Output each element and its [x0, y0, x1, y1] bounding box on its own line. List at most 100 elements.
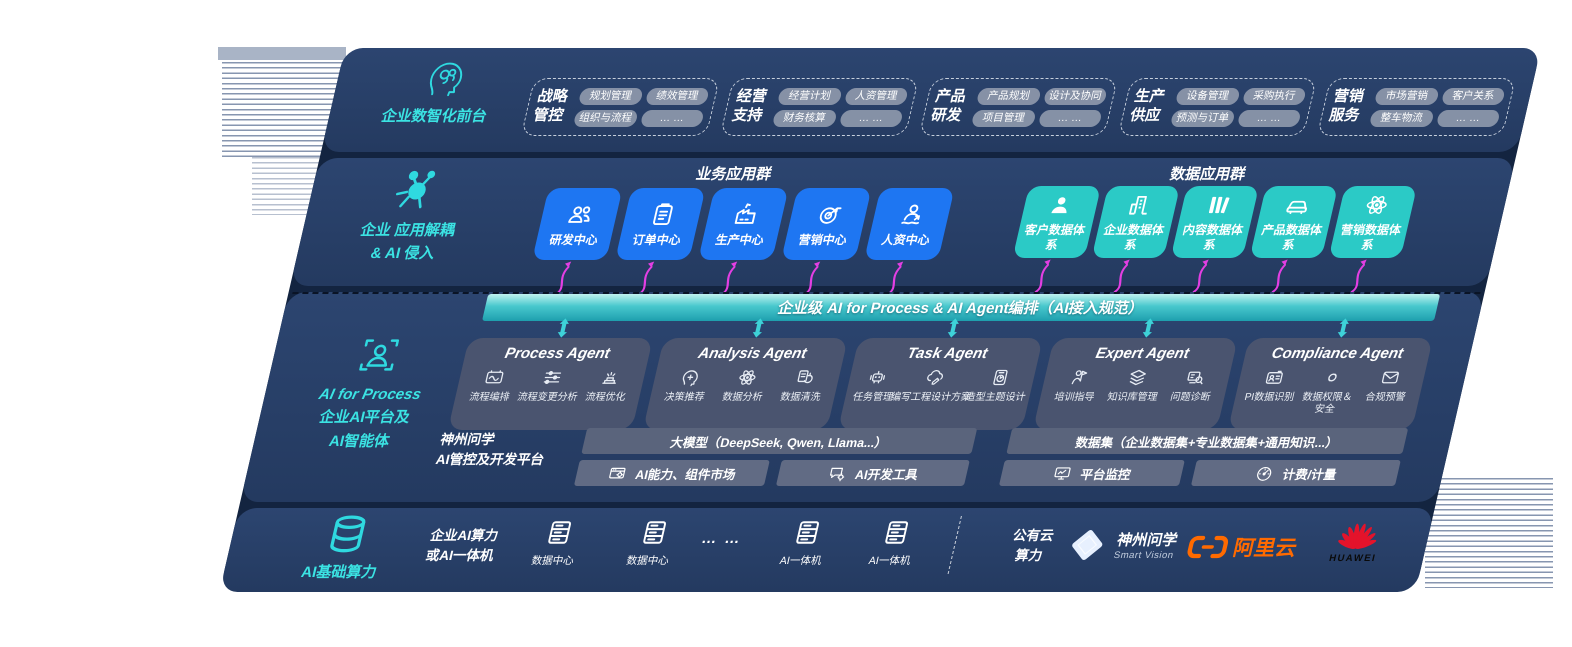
agent-item: 问题诊断 [1161, 367, 1225, 404]
data-box-label: 客户数据体系 [1023, 223, 1087, 252]
platform-label-1: 神州问学 [438, 432, 497, 447]
huawei-flower-icon [1335, 518, 1382, 550]
agent-compliance[interactable]: Compliance Agent PI数据识别 数据权限＆安全 合规预警 [1227, 338, 1434, 430]
molecule-icon [388, 166, 447, 214]
agent-title: Expert Agent [1094, 345, 1191, 362]
orchestration-bar: 企业级 AI for Process & AI Agent编排（AI接入规范） [481, 294, 1441, 321]
pill: 市场营销 [1373, 87, 1440, 105]
pill: … … [639, 109, 705, 127]
car-icon [1282, 192, 1314, 218]
agent-item: 数据清洗 [771, 367, 835, 404]
clean-icon [792, 367, 818, 388]
group-title: 营销服务 [1327, 88, 1366, 124]
app-box-rnd-center[interactable]: 研发中心 [532, 188, 623, 260]
agent-title: Analysis Agent [696, 345, 809, 362]
group-product: 产品研发 产品规划 设计及协同 项目管理 … … [918, 78, 1119, 136]
app-box-production-center[interactable]: 生产中心 [698, 188, 789, 260]
decoupling-band: 企业 应用解耦 & AI 侵入 业务应用群 数据应用群 研发中心 订单中心 生产… [290, 158, 1516, 286]
design-icon [987, 367, 1013, 388]
cell-label: 计费/计量 [1281, 467, 1338, 482]
server-icon [878, 518, 914, 547]
pill: 采购执行 [1241, 87, 1307, 105]
agent-items: PI数据识别 数据权限＆安全 合规预警 [1237, 367, 1420, 415]
agent-expert[interactable]: Expert Agent 培训指导 知识库管理 问题诊断 [1032, 338, 1239, 430]
pill: 整车物流 [1368, 109, 1435, 127]
node-label: 数据中心 [530, 555, 575, 567]
data-box-enterprise[interactable]: 企业数据体系 [1091, 186, 1181, 258]
pill: 预测与订单 [1169, 109, 1236, 127]
smartvision-logo[interactable]: 神州问学 Smart Vision [1061, 524, 1181, 566]
data-box-content[interactable]: 内容数据体系 [1170, 186, 1260, 258]
data-box-label: 企业数据体系 [1102, 223, 1166, 252]
agent-process[interactable]: Process Agent 流程编排 流程变更分析 流程优化 [447, 338, 654, 430]
server-icon [636, 518, 672, 547]
magenta-arrow-icon [1188, 258, 1216, 294]
agent-item: 流程优化 [576, 367, 640, 404]
decor-top-bar [218, 47, 346, 60]
main-panel: 企业数智化前台 战略管控 规划管理 绩效管理 组织与流程 … … 经营支持 经营… [219, 48, 1541, 592]
dataset-bar: 数据集（企业数据集+专业数据集+通用知识...） [1006, 428, 1409, 454]
group-pills: 经营计划 人资管理 财务核算 … … [771, 87, 909, 127]
node-datacenter-1: 数据中心 [516, 518, 598, 568]
group-marketing: 营销服务 市场营销 客户关系 整车物流 … … [1316, 78, 1517, 136]
app-box-label: 研发中心 [548, 232, 600, 247]
scan-person-icon [351, 332, 408, 378]
pill: 设计及协同 [1042, 87, 1108, 105]
decoupling-label-1: 企业 应用解耦 [358, 222, 457, 239]
magenta-arrow-icon [800, 260, 828, 296]
cell-billing-metering[interactable]: 计费/计量 [1190, 460, 1401, 486]
data-group-title: 数据应用群 [1168, 166, 1248, 183]
huawei-label: HUAWEI [1327, 553, 1378, 564]
pill: 绩效管理 [644, 87, 710, 105]
app-box-marketing-center[interactable]: 营销中心 [781, 188, 872, 260]
app-box-order-center[interactable]: 订单中心 [615, 188, 706, 260]
double-arrow-icon [553, 318, 574, 338]
pill: 项目管理 [970, 109, 1037, 127]
cell-platform-monitor[interactable]: 平台监控 [998, 460, 1185, 486]
ellipsis-more-nodes: … … [699, 530, 744, 547]
agent-analysis[interactable]: Analysis Agent 决策推荐 数据分析 数据清洗 [642, 338, 849, 430]
aliyun-label: 阿里云 [1230, 537, 1300, 560]
aliyun-logo[interactable]: 阿里云 [1184, 532, 1300, 562]
business-group-title: 业务应用群 [694, 166, 774, 183]
magenta-arrow-icon [1109, 258, 1137, 294]
cell-label: 平台监控 [1078, 467, 1133, 482]
decoupling-rail: 企业 应用解耦 & AI 侵入 [295, 166, 528, 266]
cell-ai-marketplace[interactable]: AI能力、组件市场 [573, 460, 770, 486]
data-box-customer[interactable]: 客户数据体系 [1012, 186, 1102, 258]
agent-items: 任务管理 编写工程设计方案 造型主题设计 [850, 367, 1030, 404]
ai-layer-label-1: AI for Process [317, 386, 423, 403]
team-icon [563, 201, 596, 228]
data-box-marketing[interactable]: 营销数据体系 [1328, 186, 1418, 258]
double-arrow-icon [1138, 318, 1159, 338]
alert-mail-icon [1377, 367, 1403, 388]
pill: … … [1037, 109, 1103, 127]
monitor-icon [1051, 464, 1074, 483]
gauge-icon [1253, 464, 1276, 483]
dataset-bar-label: 数据集（企业数据集+专业数据集+通用知识...） [1074, 435, 1340, 450]
app-box-hr-center[interactable]: 人资中心 [864, 188, 955, 260]
app-box-label: 人资中心 [880, 232, 932, 247]
node-datacenter-2: 数据中心 [611, 518, 693, 568]
infra-band: AI基础算力 企业AI算力 或AI一体机 数据中心 数据中心 … … AI一体机 [219, 508, 1435, 592]
pill: 客户关系 [1440, 87, 1506, 105]
huawei-logo[interactable]: HUAWEI [1328, 518, 1386, 564]
node-ai-appliance-2: AI一体机 [853, 518, 935, 568]
marketplace-icon [606, 464, 629, 483]
target-icon [812, 201, 845, 228]
group-pills: 规划管理 绩效管理 组织与流程 … … [572, 87, 710, 127]
app-box-label: 营销中心 [797, 232, 849, 247]
flow-icon [481, 367, 507, 388]
data-box-product[interactable]: 产品数据体系 [1249, 186, 1339, 258]
agent-items: 流程编排 流程变更分析 流程优化 [460, 367, 640, 404]
permission-icon [1319, 367, 1345, 388]
agent-task[interactable]: Task Agent 任务管理 编写工程设计方案 造型主题设计 [837, 338, 1044, 430]
pill: 人资管理 [843, 87, 909, 105]
front-office-band: 企业数智化前台 战略管控 规划管理 绩效管理 组织与流程 … … 经营支持 经营… [320, 48, 1541, 152]
sliders-icon [539, 367, 565, 388]
app-box-label: 订单中心 [631, 232, 683, 247]
platform-label: 神州问学 AI管控及开发平台 [433, 430, 592, 471]
agent-items: 培训指导 知识库管理 问题诊断 [1045, 367, 1225, 404]
agent-item: 造型主题设计 [964, 367, 1030, 404]
cell-ai-devtools[interactable]: AI开发工具 [775, 460, 970, 486]
